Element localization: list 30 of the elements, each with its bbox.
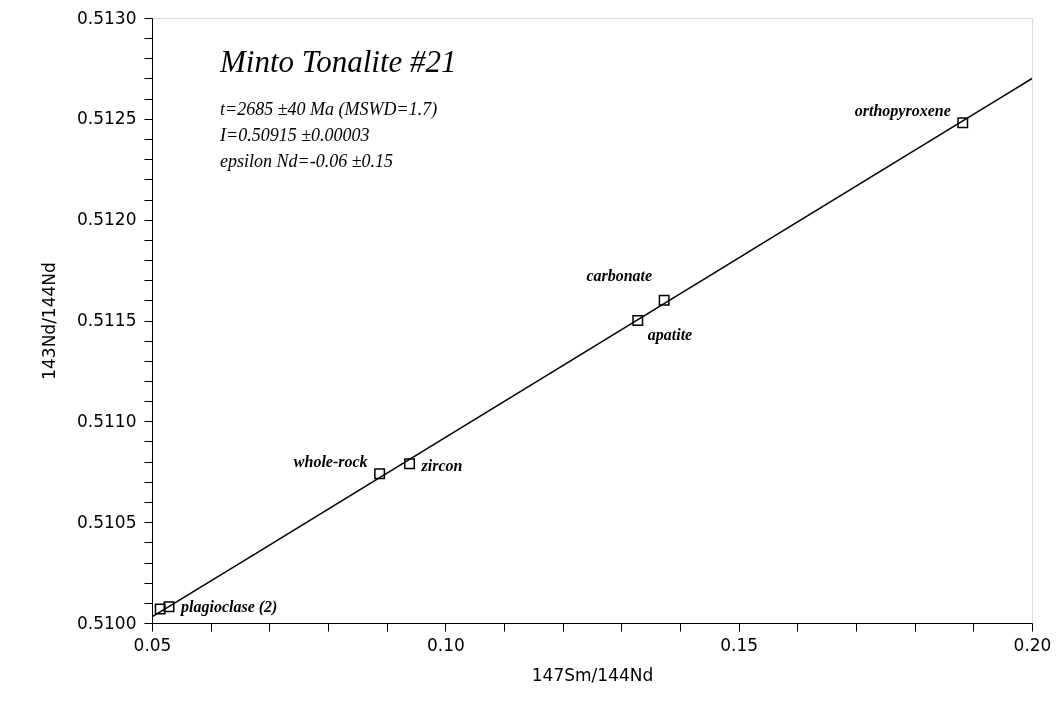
y-tick-label: 0.5120 — [77, 209, 137, 230]
text: Minto Tonalite #21 — [219, 44, 457, 79]
annotation: plagioclase (2) — [179, 597, 278, 616]
point — [163, 601, 175, 613]
point — [154, 603, 166, 615]
point — [658, 294, 670, 306]
point — [404, 458, 416, 470]
annotation: carbonate — [586, 267, 653, 285]
point — [632, 315, 644, 326]
x-axis-title: 147Sm/144Nd — [531, 664, 654, 685]
y-tick-label: 0.5100 — [77, 612, 137, 633]
text: I=0.50915 ±0.00003 — [220, 125, 370, 145]
y-tick-label: 0.5130 — [77, 7, 137, 28]
y-tick-label: 0.5125 — [77, 108, 137, 129]
y-axis-title: 143Nd/144Nd — [39, 262, 60, 380]
y-tick-label: 0.5110 — [77, 410, 137, 431]
x-tick-label: 0.15 — [720, 634, 759, 655]
x-tick-label: 0.20 — [1013, 634, 1052, 655]
annotation: whole-rock — [293, 452, 368, 470]
y-tick-label: 0.5105 — [77, 511, 137, 532]
annotation: orthopyroxene — [854, 101, 951, 120]
text: t=2685 ±40 Ma (MSWD=1.7) — [220, 99, 438, 119]
annotation: zircon — [420, 456, 463, 474]
annotation: apatite — [647, 325, 693, 344]
text: epsilon Nd=-0.06 ±0.15 — [220, 151, 394, 171]
point — [374, 468, 386, 480]
y-tick-label: 0.5115 — [77, 310, 137, 330]
x-tick-label: 0.05 — [133, 634, 172, 655]
point — [957, 117, 969, 129]
x-tick-label: 0.10 — [426, 634, 465, 655]
